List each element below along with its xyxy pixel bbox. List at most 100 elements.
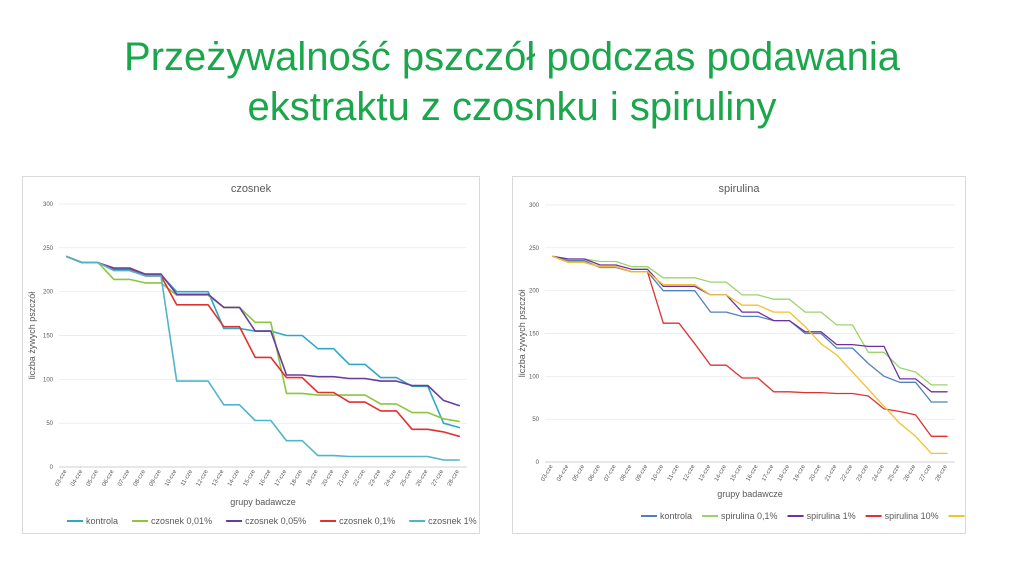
x-tick-label: 17-cze: [274, 468, 289, 487]
x-tick-label: 13-cze: [698, 463, 713, 482]
x-tick-label: 10-cze: [651, 463, 666, 482]
x-axis-label: grupy badawcze: [717, 489, 783, 499]
series-line-3: [552, 255, 948, 437]
x-tick-label: 21-cze: [824, 463, 839, 482]
x-tick-label: 03-cze: [540, 463, 555, 482]
series-line-2: [66, 255, 460, 407]
legend-label: spirulina 10%: [885, 511, 939, 521]
x-tick-label: 19-cze: [793, 463, 808, 482]
y-tick-label: 0: [50, 465, 54, 471]
x-tick-label: 09-cze: [149, 468, 164, 487]
y-tick-label: 50: [532, 417, 539, 423]
x-tick-label: 09-cze: [635, 463, 650, 482]
legend-label: czosnek 0,01%: [151, 516, 212, 526]
series-line-1: [66, 255, 460, 423]
x-tick-label: 03-cze: [54, 468, 69, 487]
slide-title: Przeżywalność pszczół podczas podawania …: [0, 32, 1024, 132]
x-tick-label: 12-cze: [196, 468, 211, 487]
x-tick-label: 28-cze: [447, 468, 462, 487]
legend-label: spirulina 0,1%: [721, 511, 778, 521]
y-tick-label: 150: [43, 334, 54, 340]
x-tick-label: 06-cze: [101, 468, 116, 487]
x-tick-label: 26-cze: [903, 463, 918, 482]
x-tick-label: 04-cze: [70, 468, 85, 487]
legend: kontrola spirulina 0,1% spirulina 1% spirul…: [641, 511, 965, 521]
x-tick-label: 05-cze: [86, 468, 101, 487]
y-tick-label: 50: [46, 421, 53, 427]
x-tick-label: 08-cze: [619, 463, 634, 482]
y-tick-label: 250: [43, 246, 54, 252]
series-line-1: [552, 255, 948, 386]
x-tick-label: 07-cze: [117, 468, 132, 487]
x-tick-label: 28-cze: [935, 463, 950, 482]
legend-label: kontrola: [660, 511, 692, 521]
x-tick-label: 27-cze: [431, 468, 446, 487]
chart-title: czosnek: [231, 183, 272, 195]
x-tick-label: 06-cze: [588, 463, 603, 482]
x-tick-label: 16-cze: [258, 468, 273, 487]
x-tick-label: 12-cze: [682, 463, 697, 482]
y-tick-label: 100: [43, 377, 54, 383]
y-tick-label: 300: [529, 203, 540, 209]
series-line-4: [552, 255, 948, 455]
chart-czosnek: czosnek 0 50 100 150 200 250 300 03-cze 04-cze 05-…: [22, 176, 480, 534]
x-tick-label: 23-cze: [856, 463, 871, 482]
chart-title: spirulina: [719, 183, 761, 195]
legend-label: czosnek 0,1%: [339, 516, 395, 526]
x-tick-label: 11-cze: [180, 468, 194, 487]
x-tick-label: 21-cze: [337, 468, 352, 487]
y-tick-label: 100: [529, 374, 540, 380]
x-tick-label: 07-cze: [603, 463, 618, 482]
x-tick-label: 27-cze: [919, 463, 934, 482]
x-tick-label: 20-cze: [808, 463, 823, 482]
x-tick-label: 18-cze: [290, 468, 305, 487]
y-tick-label: 150: [529, 332, 540, 338]
x-tick-label: 24-cze: [384, 468, 399, 487]
x-tick-label: 13-cze: [211, 468, 226, 487]
x-tick-label: 05-cze: [572, 463, 587, 482]
slide-title-line-2: ekstraktu z czosnku i spiruliny: [247, 85, 777, 129]
x-tick-label: 18-cze: [777, 463, 792, 482]
x-tick-label: 17-cze: [761, 463, 776, 482]
x-tick-label: 25-cze: [400, 468, 415, 487]
x-tick-label: 23-cze: [368, 468, 383, 487]
y-tick-label: 200: [529, 289, 540, 295]
y-tick-label: 300: [43, 202, 54, 208]
x-tick-label: 22-cze: [353, 468, 368, 487]
x-tick-label: 11-cze: [667, 463, 681, 482]
x-tick-label: 08-cze: [133, 468, 148, 487]
x-axis-label: grupy badawcze: [230, 497, 296, 507]
legend-label: czosnek 1%: [428, 516, 477, 526]
x-tick-label: 16-cze: [745, 463, 760, 482]
legend-label: spirulina 1%: [807, 511, 856, 521]
x-tick-label: 14-cze: [714, 463, 729, 482]
x-tick-label: 26-cze: [415, 468, 430, 487]
x-tick-label: 04-cze: [556, 463, 571, 482]
slide-title-line-1: Przeżywalność pszczół podczas podawania: [124, 35, 900, 79]
y-tick-label: 200: [43, 290, 54, 296]
series-line-2: [552, 255, 948, 393]
chart-czosnek-svg: czosnek 0 50 100 150 200 250 300 03-cze 04-cze 05-…: [27, 183, 477, 526]
x-tick-label: 25-cze: [887, 463, 902, 482]
series-line-0: [552, 255, 948, 403]
legend-label: kontrola: [86, 516, 118, 526]
x-tick-label: 15-cze: [730, 463, 745, 482]
x-tick-label: 20-cze: [321, 468, 336, 487]
y-axis-label: liczba żywych pszczół: [27, 292, 37, 380]
x-tick-label: 14-cze: [227, 468, 242, 487]
y-axis-label: liczba żywych pszczół: [517, 290, 527, 378]
x-tick-label: 19-cze: [305, 468, 320, 487]
series-line-0: [66, 255, 460, 429]
x-tick-label: 10-cze: [164, 468, 179, 487]
chart-spirulina: spirulina 0 50 100 150 200 250 300 03-cze 04-cze 0…: [512, 176, 966, 534]
x-tick-label: 22-cze: [840, 463, 855, 482]
legend-label: czosnek 0,05%: [245, 516, 306, 526]
legend: kontrola czosnek 0,01% czosnek 0,05% czosne…: [67, 516, 477, 526]
x-tick-label: 15-cze: [243, 468, 258, 487]
x-tick-label: 24-cze: [872, 463, 887, 482]
series-line-4: [66, 255, 460, 461]
y-tick-label: 0: [536, 460, 540, 466]
series-line-3: [66, 255, 460, 438]
y-tick-label: 250: [529, 246, 540, 252]
